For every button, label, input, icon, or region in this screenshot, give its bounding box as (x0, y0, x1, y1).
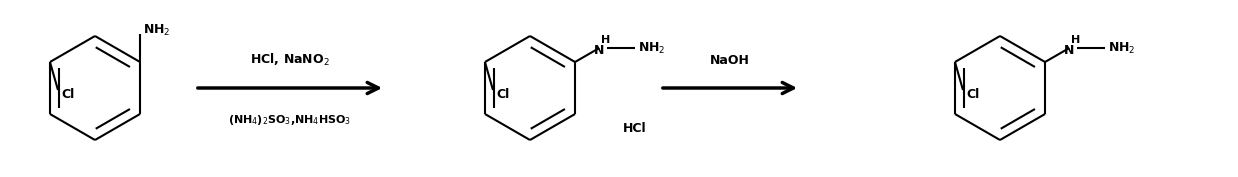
Text: HCl: HCl (623, 121, 646, 135)
Text: Cl: Cl (496, 87, 509, 101)
Text: NH$_2$: NH$_2$ (639, 41, 666, 56)
Text: H: H (1071, 35, 1081, 45)
Text: NaOH: NaOH (711, 53, 750, 67)
Text: HCl, NaNO$_2$: HCl, NaNO$_2$ (250, 52, 329, 68)
Text: Cl: Cl (61, 87, 74, 101)
Text: N: N (594, 44, 604, 56)
Text: (NH$_4$)$_2$SO$_3$,NH$_4$HSO$_3$: (NH$_4$)$_2$SO$_3$,NH$_4$HSO$_3$ (228, 113, 352, 127)
Text: Cl: Cl (966, 87, 979, 101)
Text: H: H (602, 35, 610, 45)
Text: N: N (1065, 44, 1075, 56)
Text: NH$_2$: NH$_2$ (1108, 41, 1135, 56)
Text: NH$_2$: NH$_2$ (144, 22, 171, 38)
